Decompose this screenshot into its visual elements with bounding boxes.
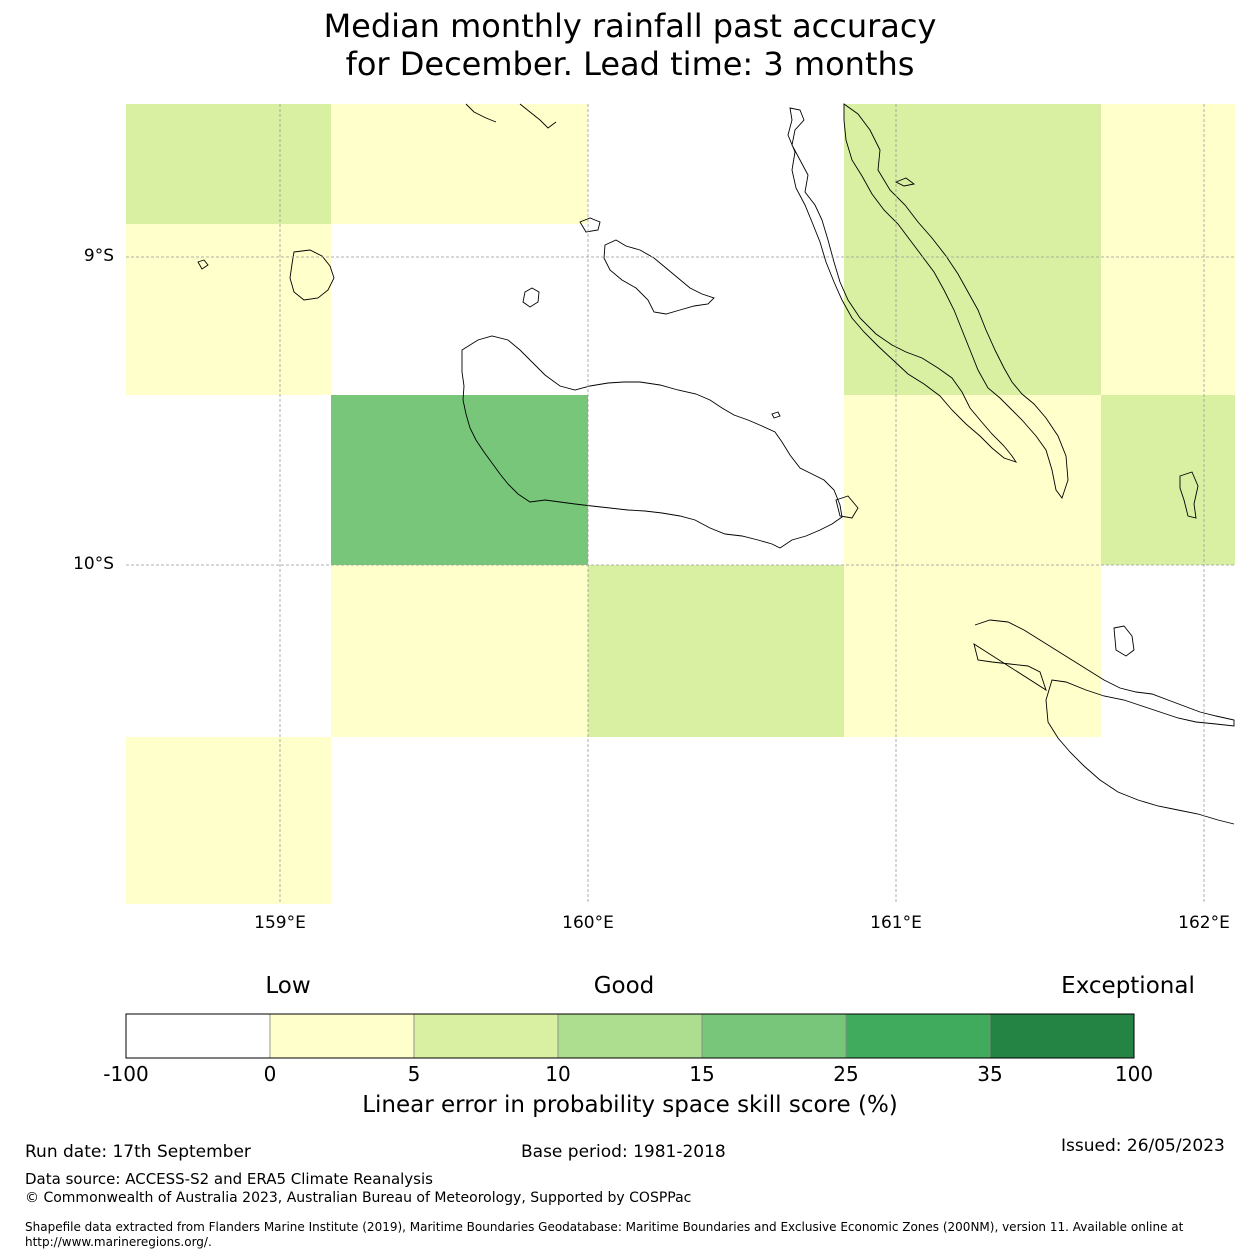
colorbar-tick-label: 25 (833, 1062, 859, 1086)
lon-label-161e: 161°E (870, 913, 922, 933)
grid-cell (588, 737, 844, 904)
lon-label-159e: 159°E (254, 913, 306, 933)
grid-cell (1101, 565, 1235, 737)
colorbar-segment (269, 1013, 415, 1059)
coastline-islet-d (835, 495, 859, 519)
grid-cell (1101, 224, 1235, 395)
colorbar-tick-label: 15 (689, 1062, 715, 1086)
grid-cell (126, 104, 331, 224)
grid-cell (1101, 104, 1235, 224)
grid-cell (588, 395, 844, 565)
coastline-islet-f (1113, 625, 1135, 657)
base-period: Base period: 1981-2018 (521, 1142, 726, 1162)
coastline-islet-g (465, 103, 557, 129)
grid-cell (331, 565, 588, 737)
grid-cell (126, 565, 331, 737)
grid-cell (844, 224, 1101, 395)
grid-cell (1101, 737, 1235, 904)
colorbar-outline (125, 1013, 1135, 1059)
lat-label-9s: 9°S (83, 246, 114, 266)
grid-cell (588, 224, 844, 395)
grid-cell (331, 737, 588, 904)
colorbar-tick-label: 100 (1114, 1062, 1154, 1086)
coastline-islet-a (522, 287, 540, 308)
colorbar (125, 1013, 1135, 1059)
run-date: Run date: 17th September (25, 1142, 251, 1162)
colorbar-tick-label: 10 (545, 1062, 571, 1086)
colorbar-segment (413, 1013, 559, 1059)
colorbar-tick-label: -100 (103, 1062, 149, 1086)
colorbar-segment (557, 1013, 703, 1059)
data-source: Data source: ACCESS-S2 and ERA5 Climate … (25, 1170, 433, 1188)
coastline-savo (289, 249, 335, 301)
coastline-group (197, 103, 1235, 825)
shapefile-credit: Shapefile data extracted from Flanders M… (25, 1220, 1184, 1249)
grid-cell (844, 104, 1101, 224)
skill-grid (126, 104, 1235, 904)
coastline-islet-b (197, 259, 209, 270)
coastline-malaita-north (843, 103, 1069, 499)
coastline-guadalcanal (461, 335, 843, 549)
coastline-islet-c (579, 217, 601, 233)
grid-cell (844, 395, 1101, 565)
coastline-malaita (787, 107, 1018, 463)
grid-cell (126, 737, 331, 904)
grid-cell (331, 104, 588, 224)
coastline-islet-i (894, 177, 916, 187)
issued-date: Issued: 26/05/2023 (1061, 1136, 1225, 1156)
category-label-good: Good (593, 973, 655, 999)
category-label-low: Low (265, 973, 311, 999)
grid-cell (588, 565, 844, 737)
coastline-florida-islands (603, 239, 715, 315)
lat-label-10s: 10°S (73, 554, 114, 574)
grid-cell (588, 104, 844, 224)
colorbar-tick-label: 0 (263, 1062, 277, 1086)
grid-cell (844, 737, 1101, 904)
grid-cell (126, 224, 331, 395)
colorbar-title: Linear error in probability space skill … (362, 1092, 898, 1118)
copyright-notice: © Commonwealth of Australia 2023, Austra… (25, 1190, 692, 1206)
lon-label-162e: 162°E (1178, 913, 1230, 933)
grid-cell (126, 395, 331, 565)
colorbar-segment (125, 1013, 271, 1059)
grid-cell (844, 565, 1101, 737)
lon-label-160e: 160°E (562, 913, 614, 933)
colorbar-segment (989, 1013, 1135, 1059)
grid-cell (331, 224, 588, 395)
grid-cell (1101, 395, 1235, 565)
coastline-makira (973, 619, 1235, 825)
grid-cell (331, 395, 588, 565)
graticule (126, 104, 1235, 904)
category-label-exceptional: Exceptional (1061, 973, 1195, 999)
chart-title-line-1: Median monthly rainfall past accuracy (323, 7, 937, 45)
coastline-islet-e (1179, 471, 1199, 519)
colorbar-segment (701, 1013, 847, 1059)
colorbar-segment (845, 1013, 991, 1059)
chart-title-line-2: for December. Lead time: 3 months (345, 45, 915, 83)
colorbar-tick-label: 35 (977, 1062, 1003, 1086)
colorbar-tick-label: 5 (407, 1062, 421, 1086)
coastline-islet-h (771, 411, 781, 419)
